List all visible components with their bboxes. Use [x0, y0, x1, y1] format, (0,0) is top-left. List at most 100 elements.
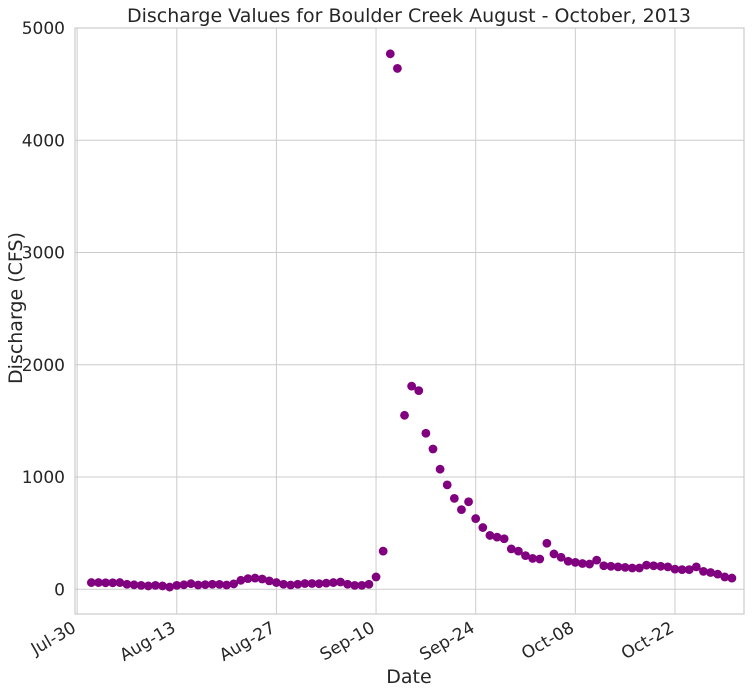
data-point — [684, 565, 694, 575]
data-point — [229, 579, 239, 589]
data-point — [663, 562, 673, 572]
data-point — [442, 480, 452, 490]
data-point — [307, 579, 317, 588]
data-point — [713, 569, 723, 579]
data-point — [549, 549, 559, 559]
data-point — [115, 578, 125, 587]
data-point — [86, 578, 96, 587]
data-point — [513, 546, 523, 556]
chart-title: Discharge Values for Boulder Creek Augus… — [127, 5, 691, 27]
data-point — [236, 575, 246, 585]
data-point — [528, 554, 538, 563]
data-point — [243, 574, 253, 584]
data-point — [108, 578, 118, 588]
data-point — [670, 564, 680, 574]
data-point — [570, 557, 580, 567]
data-point — [193, 580, 203, 590]
data-point — [457, 505, 466, 514]
data-point — [343, 579, 352, 589]
data-point — [578, 559, 587, 568]
data-point — [378, 546, 388, 556]
data-point — [300, 579, 310, 588]
data-point — [706, 568, 715, 577]
data-point — [286, 580, 296, 590]
data-point — [264, 576, 274, 586]
data-point — [151, 580, 160, 590]
y-axis-label: Discharge (CFS) — [5, 232, 27, 384]
data-point — [172, 580, 182, 590]
data-point — [627, 563, 637, 573]
data-point — [421, 428, 431, 438]
data-point — [250, 573, 260, 583]
data-point — [165, 582, 175, 592]
data-point — [94, 578, 103, 587]
y-tick-label: 4000 — [22, 131, 65, 151]
data-point — [385, 49, 395, 59]
data-point — [179, 580, 189, 590]
data-point — [727, 573, 737, 583]
y-tick-label: 1000 — [22, 468, 65, 488]
data-point — [279, 579, 288, 589]
data-point — [563, 556, 573, 566]
data-point — [400, 410, 409, 420]
data-point — [521, 551, 530, 561]
data-point — [336, 577, 345, 587]
data-point — [101, 578, 111, 588]
data-point — [592, 555, 602, 565]
data-point — [506, 544, 516, 554]
data-point — [556, 552, 566, 562]
data-point — [613, 562, 623, 572]
data-point — [321, 578, 331, 588]
data-point — [129, 580, 139, 590]
data-point — [499, 534, 509, 544]
data-point — [599, 561, 609, 571]
plot-area-frame — [74, 27, 745, 615]
data-point — [328, 578, 338, 587]
y-tick-label: 2000 — [22, 356, 65, 376]
data-point — [350, 580, 360, 590]
data-point — [542, 538, 552, 548]
data-point — [478, 523, 488, 532]
data-point — [620, 563, 630, 572]
data-point — [428, 444, 438, 454]
data-point — [435, 464, 445, 474]
data-point — [634, 563, 644, 573]
data-point — [314, 579, 324, 589]
y-tick-label: 0 — [54, 580, 65, 600]
data-point — [535, 554, 545, 564]
data-point — [485, 531, 495, 540]
data-point — [449, 493, 459, 503]
data-point — [371, 572, 381, 582]
data-point — [649, 561, 659, 571]
data-point — [414, 386, 424, 396]
data-point — [677, 565, 687, 575]
y-tick-label: 3000 — [22, 244, 65, 264]
data-point — [293, 579, 303, 589]
y-tick-labels: 0 1000 2000 3000 4000 5000 — [22, 19, 65, 600]
data-point — [656, 561, 666, 571]
data-point — [492, 532, 502, 542]
data-point — [207, 579, 217, 589]
data-point — [222, 580, 231, 590]
data-point — [158, 581, 167, 591]
data-point — [364, 579, 374, 589]
data-point — [257, 574, 267, 584]
data-point — [122, 579, 132, 589]
data-point — [200, 580, 210, 589]
data-point — [585, 559, 594, 569]
x-axis-label: Date — [386, 666, 431, 688]
data-point — [606, 561, 616, 571]
data-point — [143, 581, 153, 591]
data-points — [86, 49, 737, 592]
data-point — [691, 562, 701, 572]
data-point — [642, 560, 651, 570]
data-point — [407, 381, 417, 391]
data-point — [357, 580, 367, 590]
data-point — [464, 497, 473, 507]
data-point — [720, 572, 730, 582]
data-point — [272, 578, 281, 587]
data-point — [471, 514, 481, 523]
data-point — [136, 580, 146, 590]
